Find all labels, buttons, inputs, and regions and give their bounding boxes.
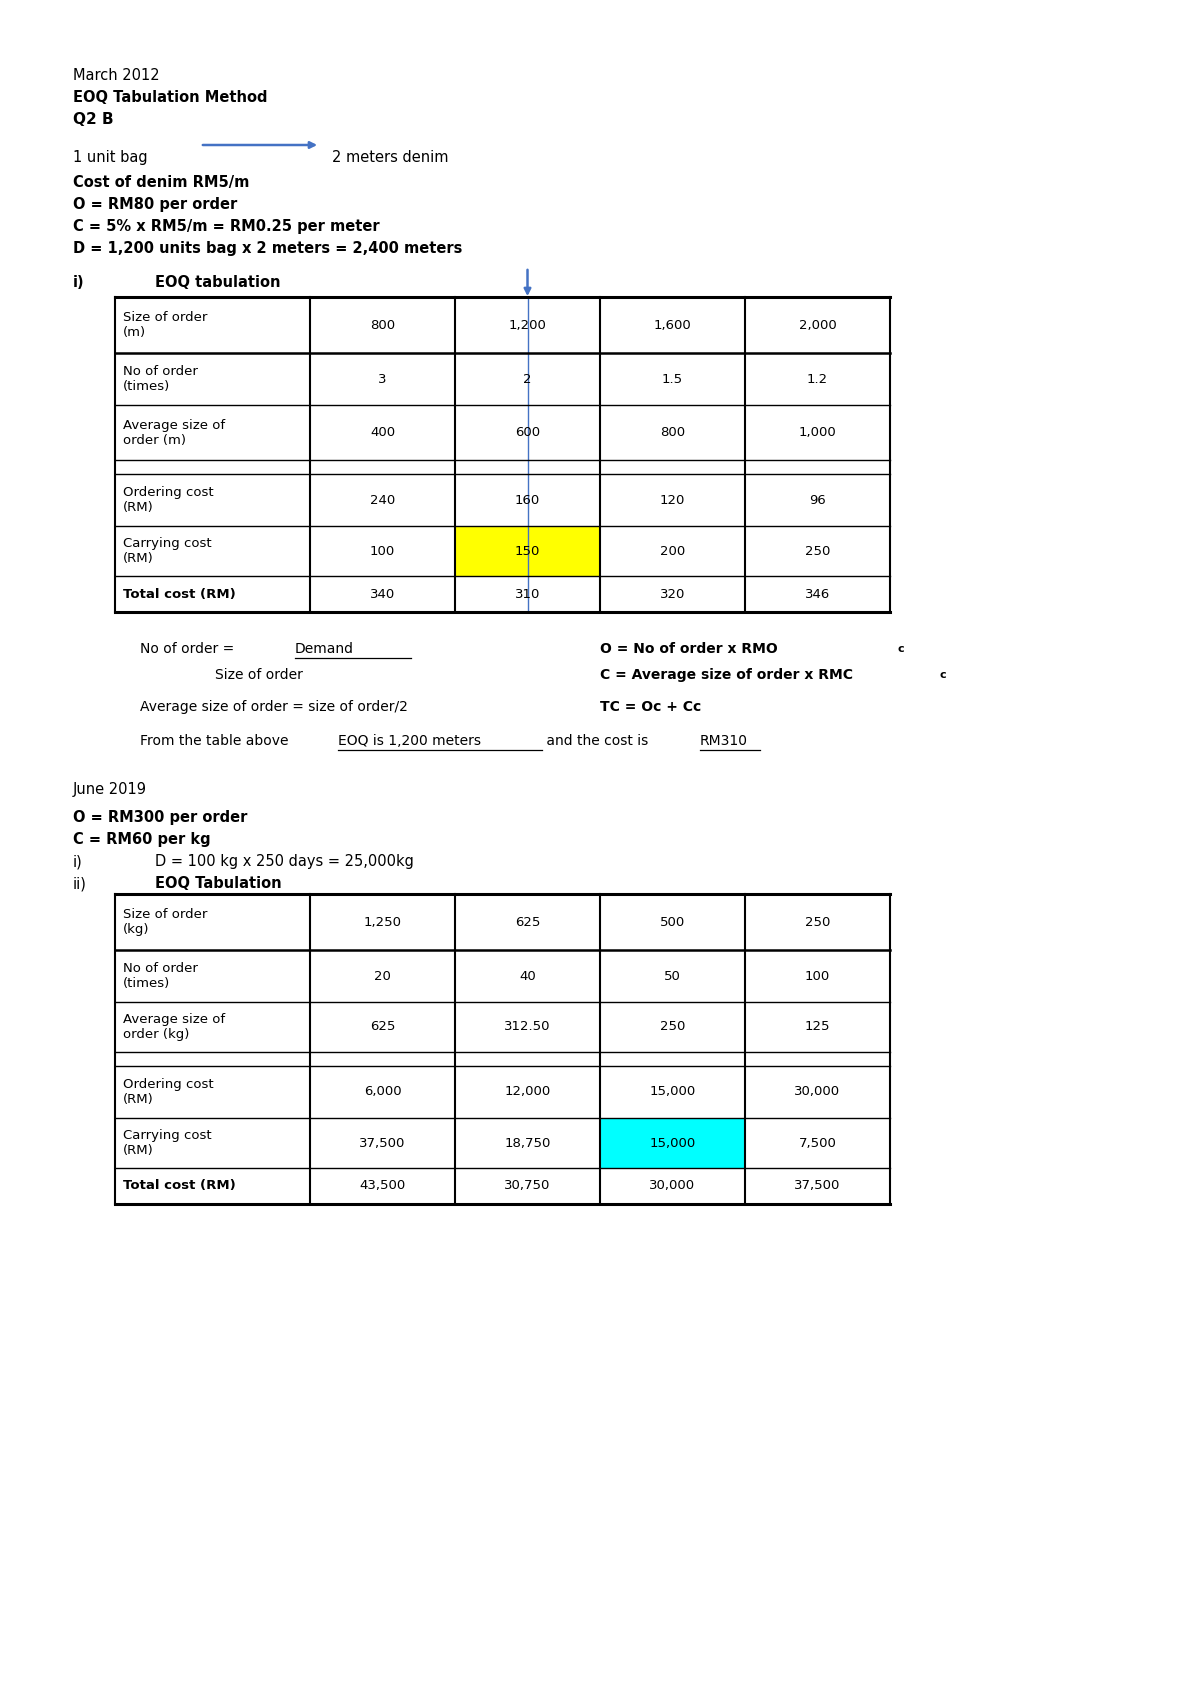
Text: 96: 96 [809,494,826,506]
Text: 7,500: 7,500 [798,1136,836,1150]
Text: 250: 250 [805,545,830,557]
Text: 37,500: 37,500 [359,1136,406,1150]
Text: D = 100 kg x 250 days = 25,000kg: D = 100 kg x 250 days = 25,000kg [155,854,414,869]
Text: No of order =: No of order = [140,642,239,655]
Text: 625: 625 [370,1020,395,1034]
Text: March 2012: March 2012 [73,68,160,83]
Bar [455,526,600,576]
Text: Carrying cost
(RM): Carrying cost (RM) [124,537,211,565]
Text: 120: 120 [660,494,685,506]
Text: 150: 150 [515,545,540,557]
Text: 125: 125 [805,1020,830,1034]
Text: 15,000: 15,000 [649,1085,696,1099]
Text: 320: 320 [660,588,685,601]
Text: Total cost (RM): Total cost (RM) [124,1180,235,1192]
Text: 43,500: 43,500 [359,1180,406,1192]
Text: EOQ is 1,200 meters: EOQ is 1,200 meters [338,734,481,749]
Text: Size of order
(m): Size of order (m) [124,311,208,340]
Text: Average size of order = size of order/2: Average size of order = size of order/2 [140,700,408,713]
Text: 200: 200 [660,545,685,557]
Text: Carrying cost
(RM): Carrying cost (RM) [124,1129,211,1156]
Text: 800: 800 [370,319,395,331]
Text: 15,000: 15,000 [649,1136,696,1150]
Text: TC = Oc + Cc: TC = Oc + Cc [600,700,701,713]
Text: 20: 20 [374,970,391,983]
Text: 100: 100 [805,970,830,983]
Text: C = 5% x RM5/m = RM0.25 per meter: C = 5% x RM5/m = RM0.25 per meter [73,219,379,234]
Text: Ordering cost
(RM): Ordering cost (RM) [124,1078,214,1105]
Text: Q2 B: Q2 B [73,112,114,127]
Text: C = Average size of order x RMC: C = Average size of order x RMC [600,667,853,683]
Bar [600,1117,745,1168]
Text: EOQ Tabulation Method: EOQ Tabulation Method [73,90,268,105]
Text: 600: 600 [515,426,540,440]
Text: June 2019: June 2019 [73,783,148,796]
Text: 30,750: 30,750 [504,1180,551,1192]
Text: 40: 40 [520,970,536,983]
Text: C = RM60 per kg: C = RM60 per kg [73,832,211,847]
Text: From the table above: From the table above [140,734,293,749]
Text: 1 unit bag: 1 unit bag [73,149,148,165]
Text: 1,200: 1,200 [509,319,546,331]
Text: 160: 160 [515,494,540,506]
Text: 340: 340 [370,588,395,601]
Text: ii): ii) [73,876,86,891]
Text: i): i) [73,854,83,869]
Text: 240: 240 [370,494,395,506]
Text: 37,500: 37,500 [794,1180,841,1192]
Text: Average size of
order (m): Average size of order (m) [124,418,226,447]
Text: 346: 346 [805,588,830,601]
Text: 500: 500 [660,915,685,929]
Text: 2 meters denim: 2 meters denim [332,149,449,165]
Text: Total cost (RM): Total cost (RM) [124,588,235,601]
Text: 3: 3 [378,372,386,385]
Text: O = No of order x RMO: O = No of order x RMO [600,642,778,655]
Text: 250: 250 [660,1020,685,1034]
Text: 30,000: 30,000 [794,1085,840,1099]
Text: 625: 625 [515,915,540,929]
Text: 312.50: 312.50 [504,1020,551,1034]
Text: 1.2: 1.2 [806,372,828,385]
Text: 12,000: 12,000 [504,1085,551,1099]
Text: c: c [940,671,947,679]
Text: O = RM300 per order: O = RM300 per order [73,810,247,825]
Text: and the cost is: and the cost is [542,734,653,749]
Text: 2: 2 [523,372,532,385]
Text: Ordering cost
(RM): Ordering cost (RM) [124,486,214,514]
Text: 800: 800 [660,426,685,440]
Text: 2,000: 2,000 [799,319,836,331]
Text: RM310: RM310 [700,734,748,749]
Text: 1,000: 1,000 [799,426,836,440]
Text: Size of order: Size of order [215,667,302,683]
Text: 30,000: 30,000 [649,1180,696,1192]
Text: 1,250: 1,250 [364,915,402,929]
Text: c: c [898,644,904,654]
Text: 6,000: 6,000 [364,1085,401,1099]
Text: EOQ tabulation: EOQ tabulation [155,275,281,290]
Text: 100: 100 [370,545,395,557]
Text: EOQ Tabulation: EOQ Tabulation [155,876,282,891]
Text: Average size of
order (kg): Average size of order (kg) [124,1014,226,1041]
Text: Cost of denim RM5/m: Cost of denim RM5/m [73,175,250,190]
Text: 50: 50 [664,970,680,983]
Text: Demand: Demand [295,642,354,655]
Text: 18,750: 18,750 [504,1136,551,1150]
Text: O = RM80 per order: O = RM80 per order [73,197,238,212]
Text: i): i) [73,275,85,290]
Text: No of order
(times): No of order (times) [124,365,198,392]
Text: 310: 310 [515,588,540,601]
Text: 1,600: 1,600 [654,319,691,331]
Text: 250: 250 [805,915,830,929]
Text: D = 1,200 units bag x 2 meters = 2,400 meters: D = 1,200 units bag x 2 meters = 2,400 m… [73,241,462,256]
Text: No of order
(times): No of order (times) [124,963,198,990]
Text: 400: 400 [370,426,395,440]
Text: Size of order
(kg): Size of order (kg) [124,908,208,936]
Text: 1.5: 1.5 [662,372,683,385]
